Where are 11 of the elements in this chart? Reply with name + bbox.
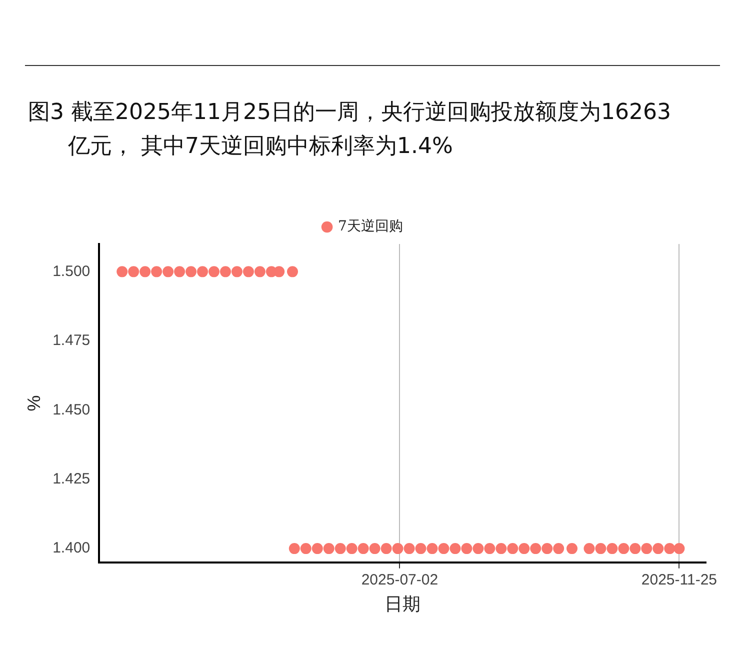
legend-label: 7天逆回购	[338, 218, 403, 235]
x-tick-label: 2025-11-25	[641, 572, 718, 589]
x-tick-label: 2025-07-02	[361, 572, 438, 589]
chart-title: 图3 截至2025年11月25日的一周，央行逆回购投放额度为16263亿元， 其中7天逆回购中标利率为1.4%	[28, 99, 672, 161]
y-tick-label: 1.500	[52, 262, 90, 280]
y-tick-label: 1.400	[52, 540, 90, 557]
y-tick-label: 1.425	[52, 470, 90, 488]
x-axis-title: 日期	[384, 594, 421, 614]
y-tick-label: 1.475	[52, 332, 90, 350]
y-tick-label: 1.450	[52, 401, 90, 418]
y-axis-title: %	[24, 395, 44, 412]
